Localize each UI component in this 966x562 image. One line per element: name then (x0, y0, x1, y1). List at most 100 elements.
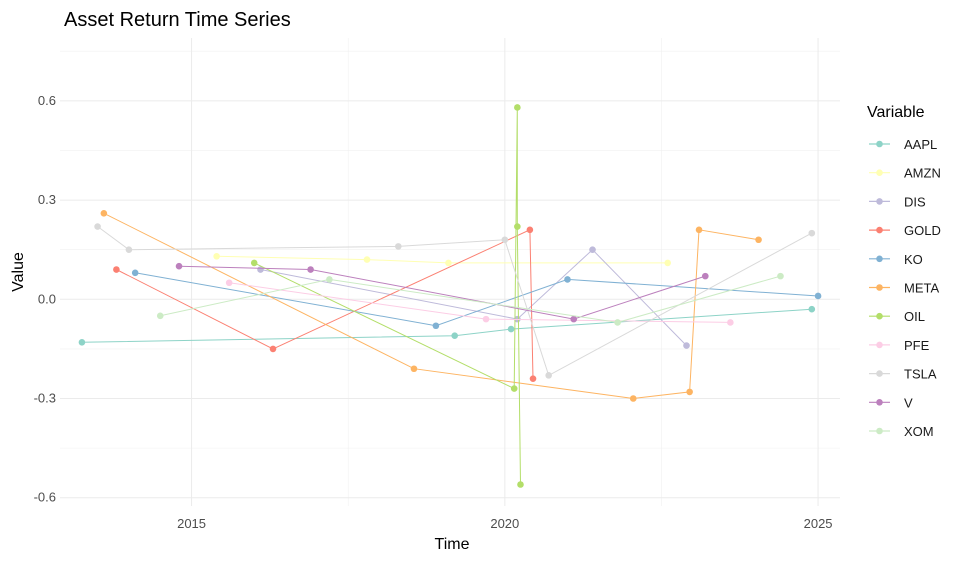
data-point (545, 372, 552, 379)
data-point (451, 332, 458, 339)
data-point (482, 315, 490, 323)
legend-key-point (876, 427, 883, 435)
data-point (125, 246, 133, 253)
data-point (113, 266, 120, 273)
data-point (526, 226, 534, 234)
series-xom (156, 272, 784, 326)
legend-label: META (904, 281, 939, 296)
data-point (225, 279, 233, 287)
series-line (178, 265, 706, 320)
data-point (250, 259, 258, 267)
series-v (175, 262, 709, 323)
legend-title: Variable (867, 104, 925, 121)
data-point (727, 319, 734, 326)
legend-item: KO (869, 252, 923, 267)
data-point (432, 322, 440, 330)
data-point (570, 315, 578, 323)
legend-label: AMZN (904, 166, 941, 181)
legend: Variable AAPL AMZN DIS GOLD KO META OIL PFE TSLA… (867, 104, 941, 439)
series-line (216, 255, 668, 264)
legend-label: GOLD (904, 223, 941, 238)
data-point (507, 325, 515, 333)
data-point (517, 481, 524, 488)
data-point (529, 375, 537, 382)
legend-label: AAPL (904, 137, 937, 152)
legend-key-point (876, 140, 883, 148)
data-point (814, 292, 822, 300)
series-oil (250, 104, 524, 488)
series-meta (100, 209, 762, 402)
series-layer (78, 104, 822, 488)
data-point (395, 243, 402, 250)
legend-label: DIS (904, 194, 926, 209)
legend-label: V (904, 395, 913, 410)
data-point (501, 236, 509, 244)
legend-key-point (876, 312, 883, 320)
legend-label: OIL (904, 309, 925, 324)
series-gold (113, 226, 537, 382)
data-point (410, 365, 418, 373)
legend-key-point (876, 370, 883, 377)
y-tick-labels: -0.6 -0.3 0.0 0.3 0.6 (34, 93, 56, 505)
data-point (686, 388, 693, 396)
data-point (326, 276, 333, 283)
data-point (213, 252, 220, 260)
legend-item: GOLD (869, 223, 941, 238)
y-tick-label: 0.0 (38, 291, 56, 306)
y-tick-label: 0.3 (38, 192, 56, 207)
data-point (564, 276, 571, 283)
y-tick-label: -0.6 (34, 490, 56, 505)
data-point (175, 262, 183, 270)
legend-item: OIL (869, 309, 925, 324)
data-point (664, 259, 672, 267)
data-point (702, 272, 709, 280)
data-point (363, 256, 371, 263)
data-point (808, 305, 816, 313)
legend-key-point (876, 198, 883, 205)
data-point (629, 395, 637, 402)
legend-key-point (876, 341, 883, 349)
series-line (116, 229, 534, 379)
data-point (445, 259, 452, 267)
x-tick-label: 2015 (177, 516, 206, 531)
series-tsla (94, 223, 816, 379)
legend-key-point (876, 255, 883, 263)
data-point (614, 319, 621, 326)
data-point (307, 266, 314, 273)
legend-label: PFE (904, 338, 930, 353)
y-tick-label: 0.6 (38, 93, 56, 108)
data-point (589, 246, 596, 253)
data-point (131, 269, 139, 277)
x-tick-label: 2020 (490, 516, 519, 531)
legend-item: PFE (869, 338, 930, 353)
data-point (156, 312, 164, 320)
legend-key-point (876, 399, 883, 406)
legend-item: META (869, 281, 939, 296)
data-point (808, 229, 816, 237)
series-line (135, 272, 819, 327)
legend-key-point (876, 169, 883, 176)
legend-key-point (876, 284, 883, 291)
x-tick-labels: 2015 2020 2025 (177, 516, 832, 531)
series-amzn (213, 252, 672, 267)
series-line (103, 212, 759, 400)
series-line (97, 226, 813, 377)
x-tick-label: 2025 (804, 516, 833, 531)
data-point (695, 226, 703, 234)
legend-item: AMZN (869, 166, 941, 181)
series-aapl (78, 305, 816, 346)
data-point (514, 104, 521, 111)
data-point (100, 209, 108, 217)
legend-item: TSLA (869, 367, 937, 382)
legend-label: XOM (904, 424, 934, 439)
x-axis-title: Time (435, 536, 470, 553)
legend-key-point (876, 226, 883, 234)
data-point (510, 385, 518, 392)
legend-item: XOM (869, 424, 934, 439)
grid (60, 38, 840, 506)
legend-item: AAPL (869, 137, 937, 152)
legend-item: V (869, 395, 913, 410)
data-point (94, 223, 101, 230)
legend-label: KO (904, 252, 923, 267)
